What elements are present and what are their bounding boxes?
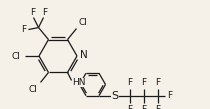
Text: F: F (142, 78, 147, 87)
Text: F: F (30, 8, 35, 17)
Text: S: S (112, 91, 119, 101)
Text: F: F (155, 78, 161, 87)
Text: F: F (42, 8, 47, 17)
Text: F: F (21, 25, 26, 34)
Text: HN: HN (72, 78, 86, 87)
Text: F: F (127, 78, 133, 87)
Text: Cl: Cl (29, 85, 38, 95)
Text: F: F (142, 105, 147, 109)
Text: N: N (80, 50, 88, 60)
Text: F: F (155, 105, 161, 109)
Text: F: F (127, 105, 133, 109)
Text: Cl: Cl (79, 18, 87, 27)
Text: F: F (167, 91, 172, 100)
Text: Cl: Cl (11, 51, 20, 60)
